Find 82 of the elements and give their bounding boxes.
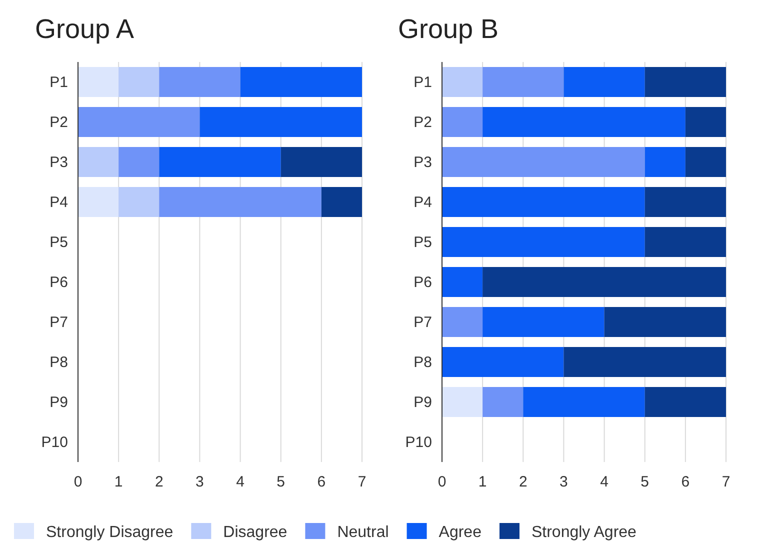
y-tick-label: P1 bbox=[414, 74, 432, 91]
bar bbox=[482, 67, 564, 97]
bar bbox=[442, 267, 483, 297]
bar bbox=[78, 147, 119, 177]
bar bbox=[644, 227, 726, 257]
x-tick-label: 6 bbox=[317, 474, 326, 491]
bar bbox=[78, 67, 119, 97]
bar bbox=[442, 107, 483, 137]
x-tick-label: 7 bbox=[358, 474, 366, 491]
bar bbox=[482, 107, 686, 137]
y-tick-label: P3 bbox=[414, 154, 432, 171]
bar bbox=[564, 67, 645, 97]
y-tick-label: P9 bbox=[50, 394, 68, 411]
y-tick-label: P1 bbox=[50, 74, 68, 91]
x-tick-label: 0 bbox=[438, 474, 446, 491]
bar bbox=[280, 147, 362, 177]
y-tick-label: P5 bbox=[414, 234, 432, 251]
bar bbox=[604, 307, 726, 337]
bar bbox=[159, 187, 322, 217]
y-tick-label: P7 bbox=[414, 314, 432, 331]
legend-label: Agree bbox=[438, 524, 482, 541]
x-tick-label: 1 bbox=[478, 474, 487, 491]
legend-label: Strongly Agree bbox=[531, 524, 637, 541]
bar bbox=[644, 187, 726, 217]
bar bbox=[442, 387, 483, 417]
x-tick-label: 5 bbox=[276, 474, 286, 491]
y-tick-label: P8 bbox=[414, 354, 432, 371]
bar bbox=[118, 67, 160, 97]
chart-title: Group B bbox=[398, 14, 499, 44]
y-tick-label: P8 bbox=[50, 354, 68, 371]
bar bbox=[644, 387, 726, 417]
bar bbox=[159, 67, 240, 97]
y-tick-label: P6 bbox=[50, 274, 68, 291]
bar bbox=[685, 147, 726, 177]
y-tick-label: P6 bbox=[414, 274, 432, 291]
bar bbox=[685, 107, 726, 137]
legend-label: Strongly Disagree bbox=[46, 524, 174, 541]
x-tick-label: 5 bbox=[640, 474, 650, 491]
y-tick-label: P2 bbox=[414, 114, 432, 131]
bar bbox=[118, 147, 160, 177]
x-tick-label: 3 bbox=[196, 474, 204, 491]
bar bbox=[321, 187, 362, 217]
x-tick-label: 2 bbox=[154, 474, 164, 491]
x-tick-label: 0 bbox=[74, 474, 82, 491]
y-tick-label: P4 bbox=[414, 194, 432, 211]
x-tick-label: 6 bbox=[681, 474, 690, 491]
y-tick-label: P9 bbox=[414, 394, 432, 411]
x-tick-label: 7 bbox=[722, 474, 730, 491]
bar bbox=[240, 67, 362, 97]
legend-label: Disagree bbox=[223, 524, 288, 541]
bar bbox=[442, 227, 645, 257]
bar bbox=[118, 187, 160, 217]
bar bbox=[644, 147, 686, 177]
bar bbox=[482, 307, 604, 337]
bar bbox=[442, 307, 483, 337]
bar bbox=[482, 267, 726, 297]
x-tick-label: 2 bbox=[518, 474, 528, 491]
bar bbox=[644, 67, 726, 97]
y-tick-label: P3 bbox=[50, 154, 68, 171]
bar bbox=[482, 387, 524, 417]
y-tick-label: P10 bbox=[405, 434, 432, 451]
bar bbox=[442, 187, 645, 217]
bar bbox=[442, 147, 645, 177]
y-tick-label: P2 bbox=[50, 114, 68, 131]
x-tick-label: 4 bbox=[236, 474, 244, 491]
y-tick-label: P4 bbox=[50, 194, 68, 211]
bar bbox=[442, 67, 483, 97]
bar bbox=[159, 147, 281, 177]
y-tick-label: P7 bbox=[50, 314, 68, 331]
bar bbox=[200, 107, 362, 137]
bar bbox=[78, 187, 119, 217]
chart-title: Group A bbox=[35, 14, 134, 44]
bar bbox=[78, 107, 200, 137]
y-tick-label: P5 bbox=[50, 234, 68, 251]
x-tick-label: 4 bbox=[600, 474, 608, 491]
x-tick-label: 1 bbox=[114, 474, 123, 491]
bar bbox=[523, 387, 645, 417]
legend-label: Neutral bbox=[337, 524, 389, 541]
bar bbox=[442, 347, 564, 377]
y-tick-label: P10 bbox=[41, 434, 68, 451]
bar bbox=[564, 347, 726, 377]
x-tick-label: 3 bbox=[560, 474, 568, 491]
